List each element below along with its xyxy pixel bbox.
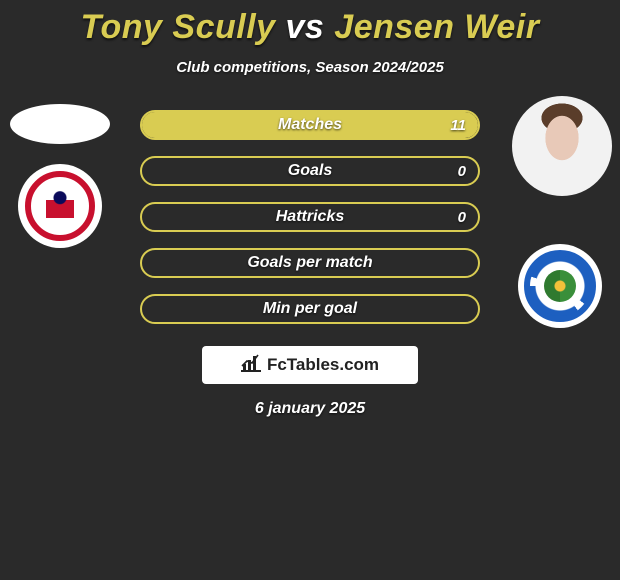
chart-icon bbox=[241, 354, 261, 377]
brand-badge[interactable]: FcTables.com bbox=[202, 346, 418, 384]
stat-label: Goals bbox=[288, 162, 332, 180]
vs-label: vs bbox=[286, 8, 325, 46]
stat-bars: Matches 11 Goals 0 Hattricks 0 Goals per match… bbox=[140, 110, 480, 324]
face-icon bbox=[512, 96, 612, 196]
stat-label: Hattricks bbox=[276, 208, 344, 226]
comparison-panel: Matches 11 Goals 0 Hattricks 0 Goals per match… bbox=[0, 110, 620, 418]
player1-name: Tony Scully bbox=[81, 8, 276, 46]
wigan-crest-icon bbox=[524, 250, 596, 322]
footer-date: 6 january 2025 bbox=[0, 400, 620, 418]
stat-label: Min per goal bbox=[263, 300, 357, 318]
player2-name: Jensen Weir bbox=[334, 8, 539, 46]
subtitle: Club competitions, Season 2024/2025 bbox=[0, 59, 620, 76]
stat-value-right: 0 bbox=[458, 163, 466, 180]
page-title: Tony Scully vs Jensen Weir bbox=[0, 0, 620, 47]
stat-value-right: 11 bbox=[450, 117, 466, 134]
stat-bar: Goals 0 bbox=[140, 156, 480, 186]
club-crest-left bbox=[18, 164, 102, 248]
stat-bar: Matches 11 bbox=[140, 110, 480, 140]
club-crest-right bbox=[518, 244, 602, 328]
stat-label: Goals per match bbox=[247, 254, 372, 272]
stat-value-right: 0 bbox=[458, 209, 466, 226]
stat-bar: Min per goal bbox=[140, 294, 480, 324]
stat-label: Matches bbox=[278, 116, 342, 134]
player-right-avatar bbox=[512, 96, 612, 196]
brand-text: FcTables.com bbox=[267, 355, 379, 375]
stat-bar: Goals per match bbox=[140, 248, 480, 278]
crawley-crest-icon bbox=[25, 171, 95, 241]
stat-bar: Hattricks 0 bbox=[140, 202, 480, 232]
player-left-avatar bbox=[10, 104, 110, 144]
